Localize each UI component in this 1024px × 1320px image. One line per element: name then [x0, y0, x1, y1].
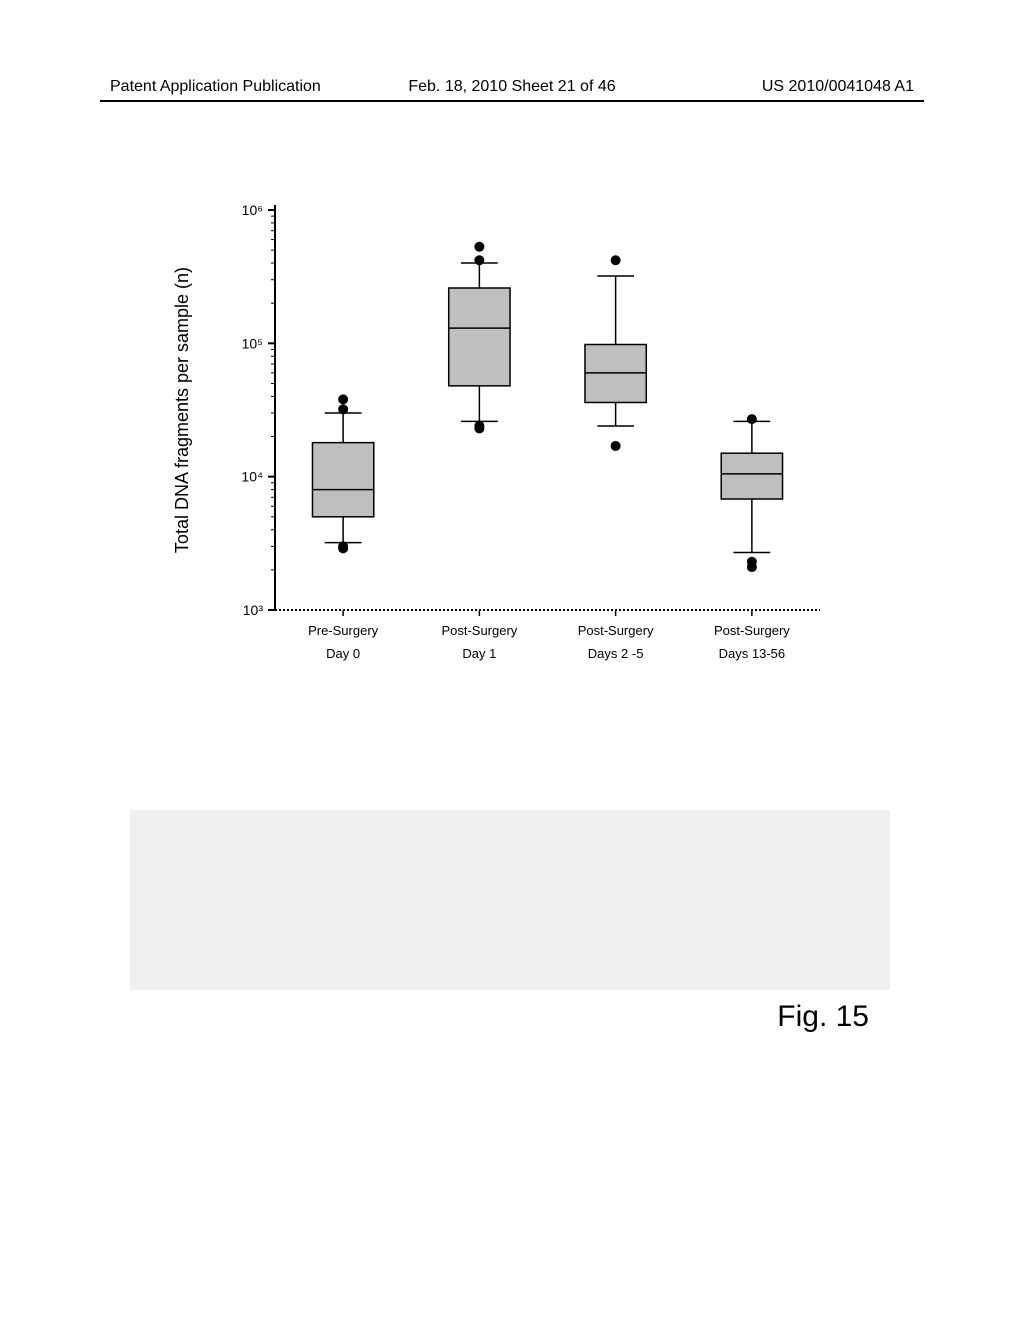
svg-text:Post-Surgery: Post-Surgery — [714, 623, 790, 638]
svg-text:Day 1: Day 1 — [462, 646, 496, 661]
svg-text:Day 0: Day 0 — [326, 646, 360, 661]
svg-text:10³: 10³ — [243, 602, 264, 618]
svg-text:Post-Surgery: Post-Surgery — [441, 623, 517, 638]
header-center: Feb. 18, 2010 Sheet 21 of 46 — [408, 78, 615, 96]
svg-text:Total DNA fragments per sample: Total DNA fragments per sample (n) — [172, 267, 192, 553]
chart-svg: 10³ 10⁴ 10⁵ 10⁶ Total DNA fragments per samp… — [160, 200, 840, 720]
header-left: Patent Application Publication — [110, 78, 321, 96]
svg-text:10⁴: 10⁴ — [241, 469, 263, 485]
boxplot-chart: 10³ 10⁴ 10⁵ 10⁶ Total DNA fragments per samp… — [160, 200, 840, 720]
svg-text:Pre-Surgery: Pre-Surgery — [308, 623, 379, 638]
svg-text:Days 13-56: Days 13-56 — [719, 646, 785, 661]
svg-text:10⁵: 10⁵ — [242, 335, 263, 351]
svg-text:10⁶: 10⁶ — [242, 202, 263, 218]
header-rule — [100, 100, 924, 102]
figure-caption: Fig. 15 — [777, 1000, 869, 1034]
svg-text:Days 2 -5: Days 2 -5 — [588, 646, 644, 661]
page: Patent Application Publication Feb. 18, … — [0, 0, 1024, 1320]
header-right: US 2010/0041048 A1 — [762, 78, 914, 96]
svg-text:Post-Surgery: Post-Surgery — [578, 623, 654, 638]
shaded-region — [130, 810, 890, 990]
